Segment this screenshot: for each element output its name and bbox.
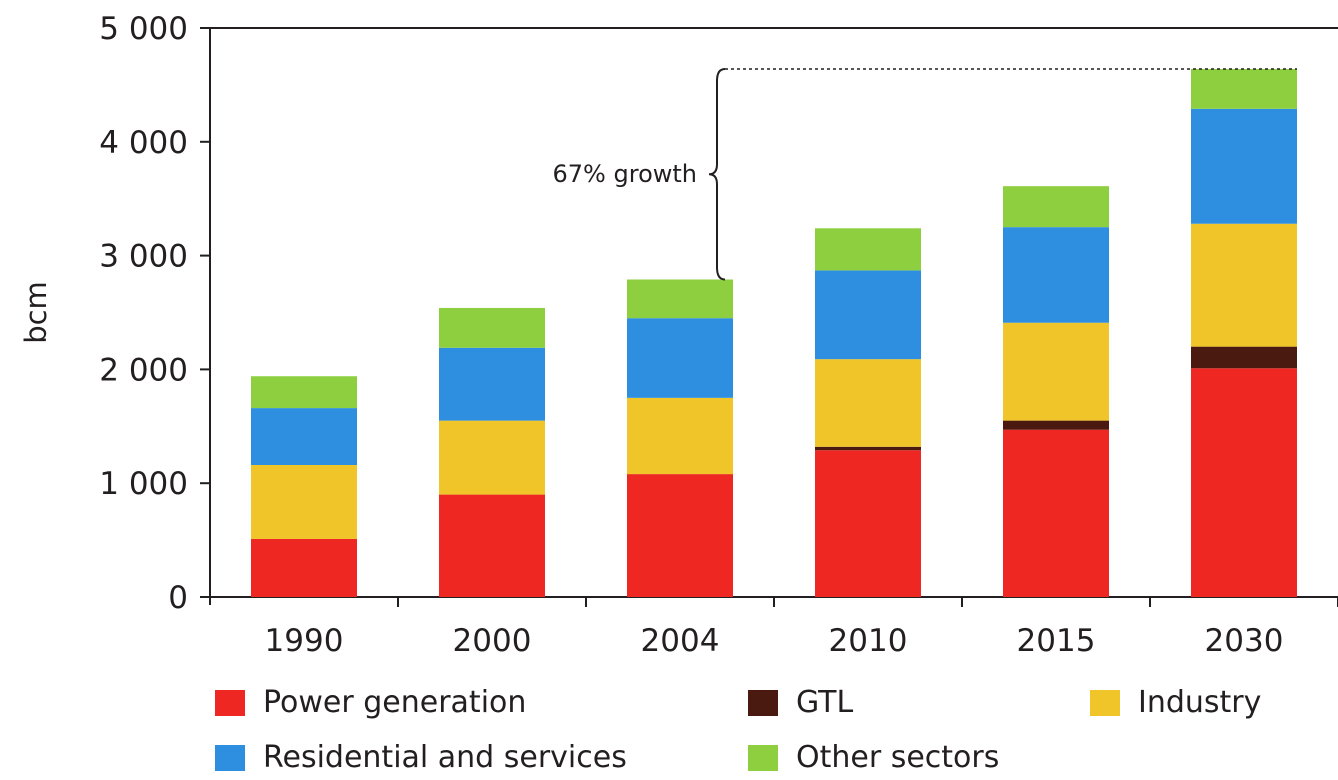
bar-segment-residential-and-services <box>439 347 545 421</box>
bar-segment-industry <box>251 464 357 539</box>
bar-segment-industry <box>439 420 545 495</box>
bar-segment-residential-and-services <box>251 408 357 465</box>
bar-segment-other-sectors <box>627 279 733 319</box>
bar-segment-residential-and-services <box>815 270 921 360</box>
x-tick-label: 2010 <box>829 623 908 659</box>
y-tick-label: 3 000 <box>99 239 188 275</box>
x-tick-label: 2000 <box>453 623 532 659</box>
bar-segment-residential-and-services <box>1191 108 1297 224</box>
growth-brace <box>708 67 726 281</box>
bar-segment-power-generation <box>815 450 921 597</box>
x-tick-label: 2015 <box>1017 623 1096 659</box>
bar-segment-power-generation <box>251 538 357 597</box>
bar-segment-power-generation <box>439 494 545 597</box>
bar-segment-power-generation <box>1003 429 1109 597</box>
y-axis-label: bcm <box>19 281 53 344</box>
bar-segment-power-generation <box>627 474 733 597</box>
y-tick-label: 1 000 <box>99 466 188 502</box>
bar-segment-gtl <box>1003 420 1109 430</box>
bar-segment-other-sectors <box>815 228 921 271</box>
bar-segment-other-sectors <box>439 307 545 348</box>
x-tick-label: 2030 <box>1205 623 1284 659</box>
bar-segment-other-sectors <box>1191 68 1297 109</box>
bar-segment-industry <box>1191 223 1297 347</box>
x-tick-label: 1990 <box>265 623 344 659</box>
growth-annotation-label: 67% growth <box>553 160 697 188</box>
bar-segment-industry <box>1003 322 1109 421</box>
axes: 0 1 000 2 000 3 000 4 000 5 000 bcm 1990 2000 200… <box>19 11 1338 659</box>
bar-segment-other-sectors <box>1003 186 1109 228</box>
y-tick-label: 0 <box>168 580 188 616</box>
bar-segment-gtl <box>1191 346 1297 369</box>
growth-annotation: 67% growth <box>553 67 1297 281</box>
bar-segment-residential-and-services <box>627 318 733 398</box>
bars <box>251 68 1297 597</box>
bar-segment-residential-and-services <box>1003 227 1109 323</box>
bar-segment-other-sectors <box>251 376 357 409</box>
x-tick-label: 2004 <box>641 623 720 659</box>
bar-segment-power-generation <box>1191 368 1297 597</box>
y-tick-label: 4 000 <box>99 125 188 161</box>
bar-segment-gtl <box>815 446 921 451</box>
y-tick-label: 2 000 <box>99 352 188 388</box>
y-tick-label: 5 000 <box>99 11 188 47</box>
bar-segment-industry <box>815 359 921 447</box>
bar-segment-industry <box>627 397 733 475</box>
